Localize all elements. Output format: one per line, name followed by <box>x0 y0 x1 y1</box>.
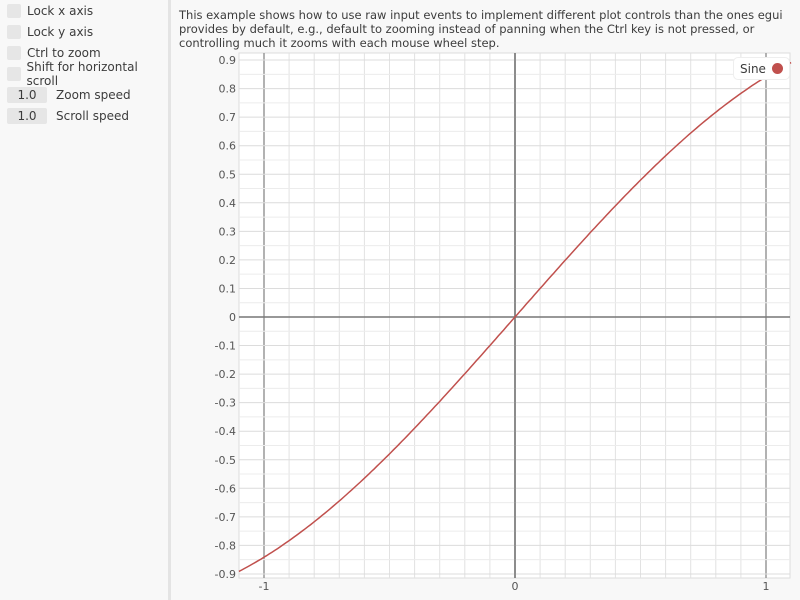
x-tick-label: 0 <box>512 580 519 593</box>
y-tick-label: -0.7 <box>215 511 236 524</box>
scroll-speed-control: 1.0 Scroll speed <box>7 107 129 125</box>
checkbox-icon <box>7 25 21 39</box>
y-tick-label: 0.2 <box>219 254 237 267</box>
checkbox-label: Lock y axis <box>27 25 94 39</box>
y-tick-label: 0 <box>229 311 236 324</box>
y-tick-label: -0.1 <box>215 340 236 353</box>
lock-y-axis-checkbox[interactable]: Lock y axis <box>7 23 93 41</box>
shift-horizontal-scroll-checkbox[interactable]: Shift for horizontal scroll <box>7 60 168 88</box>
y-tick-label: -0.2 <box>215 368 236 381</box>
y-tick-label: -0.9 <box>215 568 236 581</box>
x-tick-label: -1 <box>259 580 270 593</box>
y-tick-label: 0.4 <box>219 197 237 210</box>
y-tick-label: 0.8 <box>219 83 237 96</box>
checkbox-label: Shift for horizontal scroll <box>26 60 138 88</box>
y-tick-label: 0.3 <box>219 225 237 238</box>
checkbox-icon <box>7 4 21 18</box>
y-tick-label: 0.1 <box>219 282 237 295</box>
y-tick-label: 0.7 <box>219 111 237 124</box>
y-tick-label: -0.8 <box>215 539 236 552</box>
description-text: This example shows how to use raw input … <box>179 8 783 50</box>
y-tick-label: 0.9 <box>219 54 237 67</box>
scroll-speed-drag-value[interactable]: 1.0 <box>7 108 47 124</box>
checkbox-label: Lock x axis <box>27 4 94 18</box>
checkbox-icon <box>7 46 21 60</box>
y-tick-label: -0.3 <box>215 397 236 410</box>
checkbox-icon <box>7 67 21 81</box>
checkbox-label: Ctrl to zoom <box>27 46 101 60</box>
scroll-speed-label: Scroll speed <box>56 109 129 123</box>
legend-color-dot-icon <box>771 63 783 74</box>
legend-item-sine[interactable]: Sine <box>733 57 790 80</box>
x-tick-label: 1 <box>763 580 770 593</box>
sidebar: Lock x axis Lock y axis Ctrl to zoom Shi… <box>0 0 171 600</box>
sine-series-line <box>238 61 792 573</box>
y-tick-label: -0.4 <box>215 425 236 438</box>
zoom-speed-drag-value[interactable]: 1.0 <box>7 87 47 103</box>
legend-label: Sine <box>740 61 766 76</box>
y-tick-label: 0.6 <box>219 140 237 153</box>
y-tick-label: -0.6 <box>215 482 236 495</box>
zoom-speed-label: Zoom speed <box>56 88 131 102</box>
ctrl-to-zoom-checkbox[interactable]: Ctrl to zoom <box>7 44 101 62</box>
y-tick-label: -0.5 <box>215 454 236 467</box>
zoom-speed-control: 1.0 Zoom speed <box>7 86 131 104</box>
lock-x-axis-checkbox[interactable]: Lock x axis <box>7 2 93 20</box>
y-tick-label: 0.5 <box>219 168 237 181</box>
